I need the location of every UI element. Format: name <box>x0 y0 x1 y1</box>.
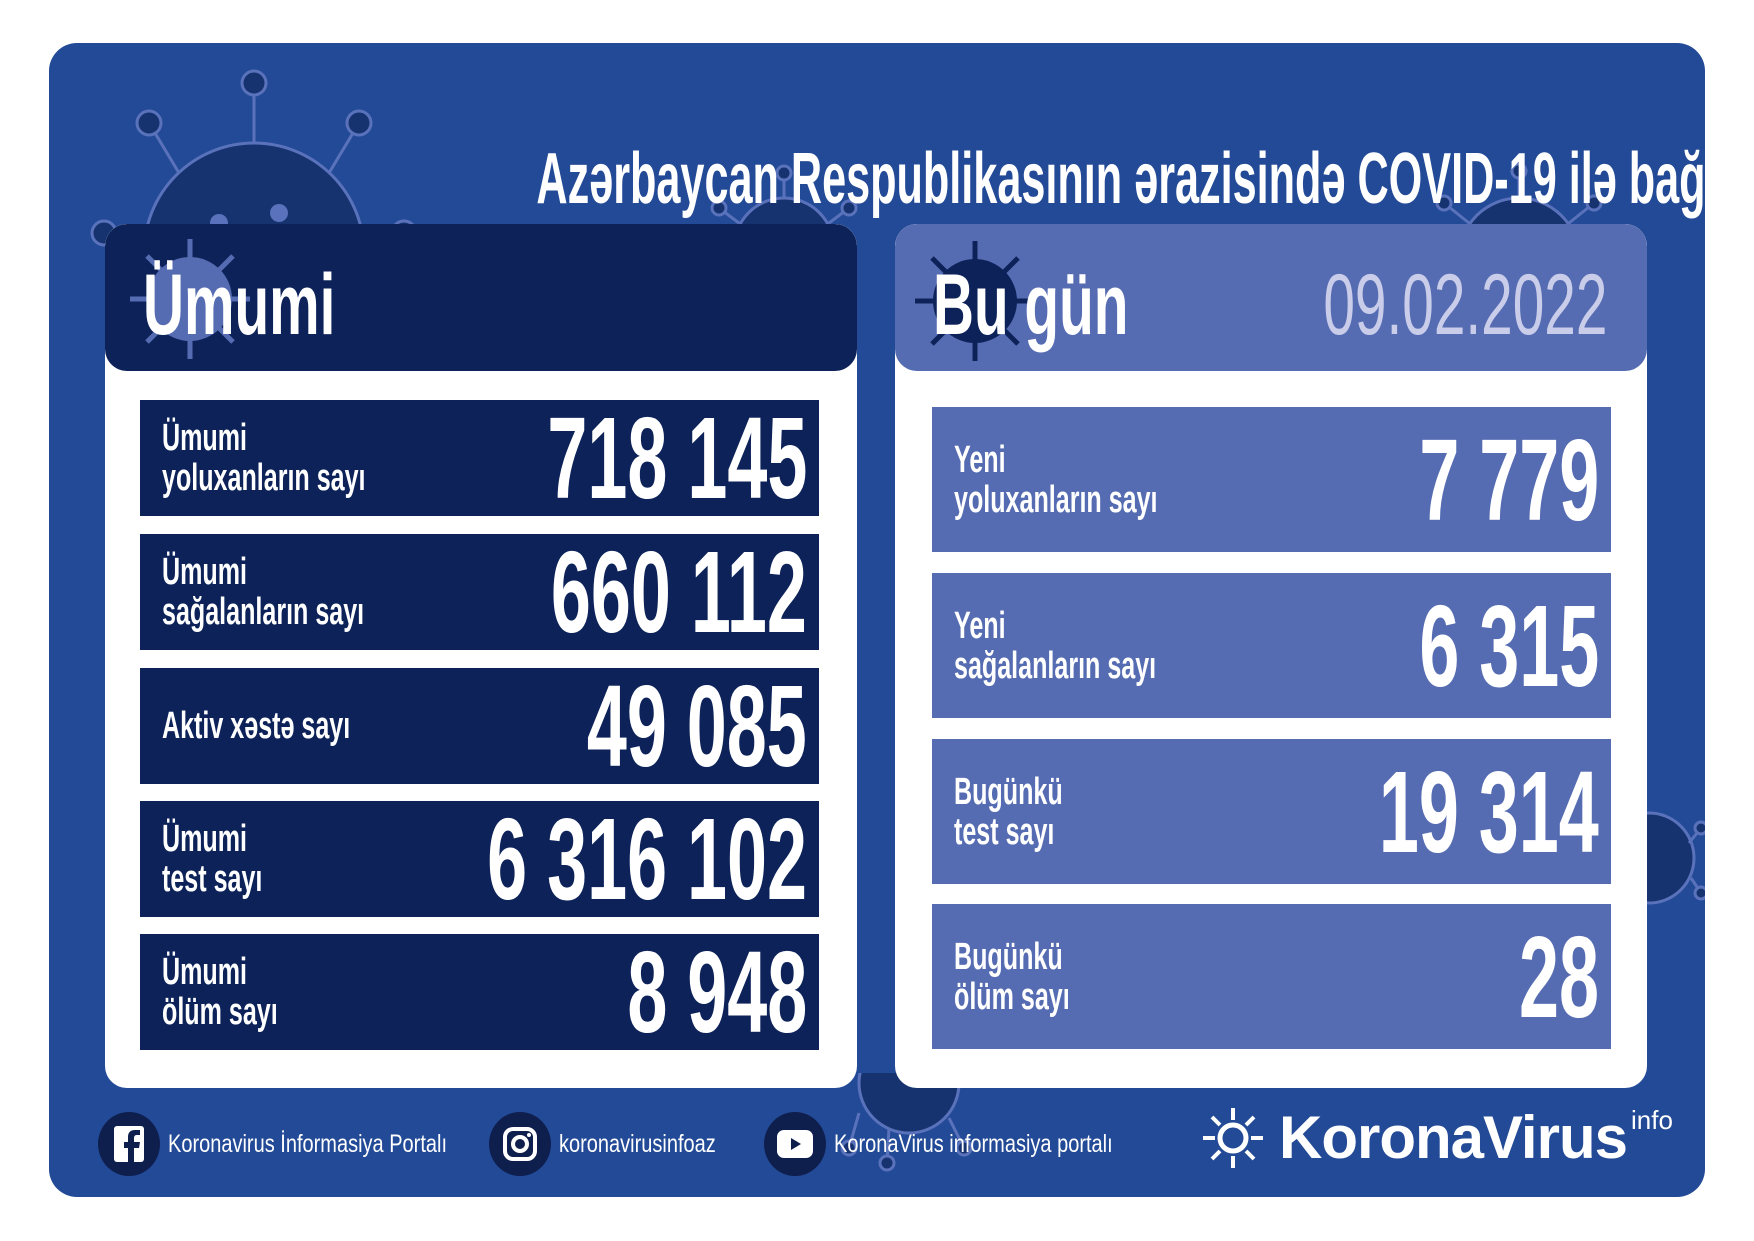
infographic-card: Azərbaycan Respublikasının ərazisində CO… <box>49 43 1705 1197</box>
row-value: 19 314 <box>1379 746 1599 877</box>
row-label: Bugünkü ölüm sayı <box>954 935 1070 1018</box>
row-value: 8 948 <box>627 927 807 1057</box>
instagram-link[interactable]: koronavirusinfoaz <box>489 1111 755 1177</box>
row-label: Bugünkü test sayı <box>954 770 1063 853</box>
new-recovered-row: Yeni sağalanların sayı 6 315 <box>932 573 1611 718</box>
row-value: 28 <box>1519 911 1599 1042</box>
row-value: 718 145 <box>547 393 807 523</box>
row-value: 49 085 <box>587 661 807 791</box>
report-date: 09.02.2022 <box>1322 257 1607 353</box>
facebook-link[interactable]: Koronavirus İnformasiya Portalı <box>98 1111 517 1177</box>
instagram-icon <box>489 1112 551 1176</box>
youtube-link[interactable]: KoronaVirus informasiya portalı <box>764 1111 1182 1177</box>
row-label: Ümumi yoluxanların sayı <box>162 417 366 499</box>
active-patients-row: Aktiv xəstə sayı 49 085 <box>140 668 819 784</box>
virus-decoration-icon <box>1639 811 1705 905</box>
total-header: Ümumi <box>105 224 857 371</box>
total-deaths-row: Ümumi ölüm sayı 8 948 <box>140 934 819 1050</box>
total-infected-row: Ümumi yoluxanların sayı 718 145 <box>140 400 819 516</box>
footer: Koronavirus İnformasiya Portalı koronavi… <box>49 1104 1705 1177</box>
total-recovered-row: Ümumi sağalanların sayı 660 112 <box>140 534 819 650</box>
row-value: 660 112 <box>550 527 807 657</box>
today-tests-row: Bugünkü test sayı 19 314 <box>932 739 1611 884</box>
page-title: Azərbaycan Respublikasının ərazisində CO… <box>536 139 1705 219</box>
row-value: 6 316 102 <box>487 794 807 924</box>
new-infected-row: Yeni yoluxanların sayı 7 779 <box>932 407 1611 552</box>
total-tests-row: Ümumi test sayı 6 316 102 <box>140 801 819 917</box>
facebook-icon <box>98 1112 160 1176</box>
row-label: Ümumi ölüm sayı <box>162 951 278 1033</box>
row-label: Ümumi test sayı <box>162 818 263 900</box>
koronavirus-logo: KoronaVirus info <box>1201 1103 1673 1172</box>
row-label: Aktiv xəstə sayı <box>162 705 351 747</box>
row-label: Yeni sağalanların sayı <box>954 604 1157 687</box>
virus-decoration-icon <box>915 241 1035 361</box>
sun-virus-logo-icon <box>1203 1107 1263 1168</box>
today-panel: Bu gün 09.02.2022 Yeni yoluxanların sayı … <box>895 224 1647 1088</box>
row-label: Yeni yoluxanların sayı <box>954 438 1158 521</box>
virus-decoration-icon <box>130 239 250 359</box>
today-header: Bu gün 09.02.2022 <box>895 224 1647 371</box>
youtube-icon <box>764 1112 826 1176</box>
row-value: 6 315 <box>1419 580 1599 711</box>
total-panel: Ümumi Ümumi yoluxanların sayı 718 145 Ümu… <box>105 224 857 1088</box>
total-heading: Ümumi <box>143 257 336 353</box>
today-deaths-row: Bugünkü ölüm sayı 28 <box>932 904 1611 1049</box>
today-heading: Bu gün <box>933 257 1129 353</box>
row-value: 7 779 <box>1419 414 1599 545</box>
row-label: Ümumi sağalanların sayı <box>162 551 365 633</box>
